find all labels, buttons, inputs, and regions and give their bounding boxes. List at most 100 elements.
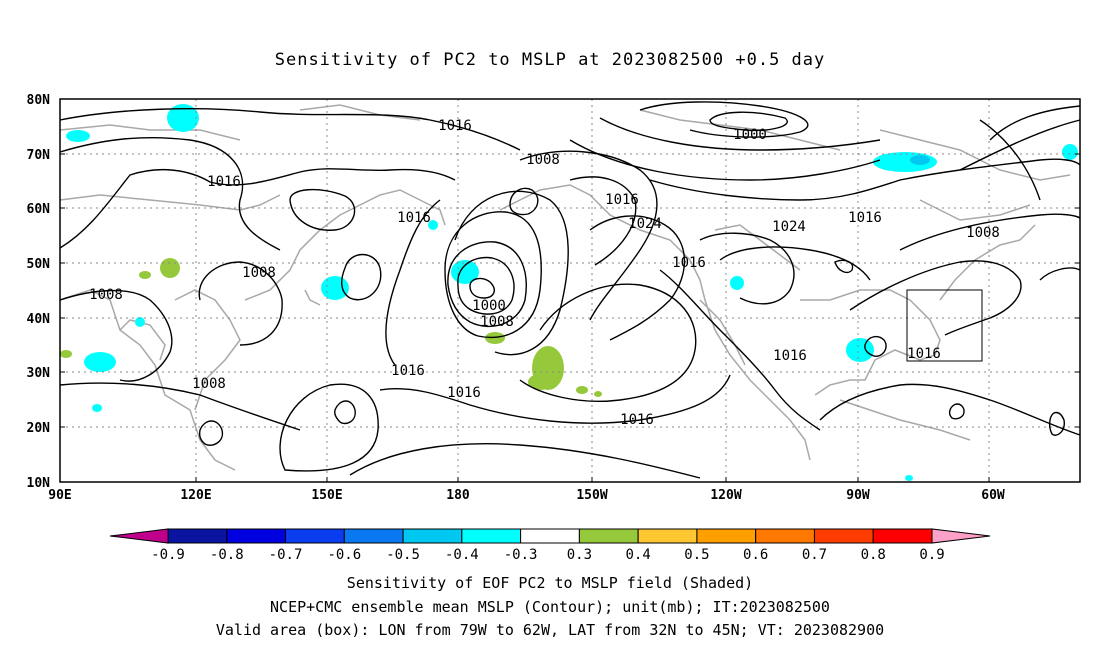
neg-patch — [428, 220, 438, 230]
lon-tick-label: 60W — [981, 488, 1005, 503]
footer-line-1: Sensitivity of EOF PC2 to MSLP field (Sh… — [346, 574, 754, 592]
pos-patch — [160, 258, 180, 278]
colorbar-label: -0.5 — [386, 547, 420, 563]
contour-label: 1016 — [672, 255, 706, 271]
contour-label: 1016 — [391, 363, 425, 379]
colorbar-label: 0.4 — [626, 547, 651, 563]
neg-patch — [92, 404, 102, 412]
lat-tick-label: 40N — [27, 312, 51, 327]
neg-patch — [84, 352, 116, 372]
colorbar-label: -0.7 — [269, 547, 303, 563]
lon-tick-label: 90E — [48, 488, 71, 503]
lat-tick-label: 50N — [27, 257, 51, 272]
pos-patch — [528, 374, 552, 390]
contour-label: 1016 — [447, 385, 481, 401]
lon-tick-label: 90W — [846, 488, 870, 503]
lon-tick-label: 120E — [180, 488, 211, 503]
contour-label: 1016 — [848, 210, 882, 226]
colorbar-label: 0.5 — [684, 547, 709, 563]
lon-axis: 90E 120E 150E 180 150W 120W 90W 60W — [48, 488, 1005, 503]
mslp-contours — [59, 101, 1081, 479]
contour-label-group: 1016 1000 1008 1016 1016 1024 1024 1016 … — [89, 118, 1000, 428]
neg-patch — [167, 104, 199, 132]
colorbar-swatch — [402, 528, 463, 544]
colorbar-swatch — [755, 528, 815, 544]
pos-patch — [576, 386, 588, 394]
lat-tick-label: 80N — [27, 93, 51, 108]
neg-patch — [730, 276, 744, 290]
colorbar-label: 0.8 — [861, 547, 886, 563]
colorbar-swatch — [696, 528, 757, 544]
colorbar-label: 0.9 — [919, 547, 944, 563]
contour-label: 1008 — [89, 287, 123, 303]
neg-patch — [451, 260, 479, 284]
pos-patch — [60, 350, 72, 358]
contour-label: 1008 — [526, 152, 560, 168]
coastlines — [59, 104, 1071, 471]
colorbar-swatch — [872, 528, 933, 544]
colorbar-swatch — [637, 528, 698, 544]
valid-area-box — [906, 289, 983, 362]
contour-label: 1024 — [628, 216, 662, 232]
lon-tick-label: 150W — [576, 488, 607, 503]
gridlines — [60, 99, 1080, 482]
contour-label: 1000 — [733, 127, 767, 143]
shaded-sensitivity — [60, 104, 1078, 481]
footer-line-2: NCEP+CMC ensemble mean MSLP (Contour); u… — [270, 598, 830, 616]
contour-label: 1016 — [438, 118, 472, 134]
colorbar-swatch — [167, 528, 228, 544]
lat-tick-label: 30N — [27, 366, 51, 381]
colorbar-swatch — [520, 528, 580, 544]
contour-label: 1016 — [605, 192, 639, 208]
footer-line-3: Valid area (box): LON from 79W to 62W, L… — [215, 621, 885, 639]
colorbar-label: -0.4 — [445, 547, 479, 563]
lat-tick-label: 20N — [27, 421, 51, 436]
colorbar-label: -0.9 — [151, 547, 185, 563]
neg-patch — [846, 338, 874, 362]
tick-marks — [60, 98, 1080, 483]
contour-label: 1016 — [207, 174, 241, 190]
lon-tick-label: 150E — [311, 488, 342, 503]
colorbar-swatch — [813, 528, 874, 544]
lon-tick-label: 120W — [710, 488, 741, 503]
colorbar-label: -0.8 — [210, 547, 244, 563]
neg-patch — [1062, 144, 1078, 160]
lat-tick-label: 70N — [27, 148, 51, 163]
neg-patch — [135, 317, 145, 327]
colorbar: -0.9 -0.8 -0.7 -0.6 -0.5 -0.4 -0.3 0.3 0.4 0.5 0.6… — [109, 528, 991, 563]
contour-label: 1000 — [472, 298, 506, 314]
contour-label: 1016 — [397, 210, 431, 226]
colorbar-swatch — [285, 528, 345, 544]
colorbar-label: 0.3 — [567, 547, 592, 563]
neg-patch — [66, 130, 90, 142]
map-title: Sensitivity of PC2 to MSLP at 2023082500… — [274, 50, 826, 70]
map-frame — [59, 98, 1081, 483]
colorbar-swatch — [343, 528, 404, 544]
contour-label: 1016 — [773, 348, 807, 364]
contour-label: 1016 — [907, 346, 941, 362]
contour-label: 1008 — [966, 225, 1000, 241]
lat-axis: 80N 70N 60N 50N 40N 30N 20N 10N — [27, 93, 51, 491]
colorbar-label: 0.6 — [743, 547, 768, 563]
neg-patch — [910, 155, 930, 165]
colorbar-swatch — [226, 528, 287, 544]
pos-patch — [594, 391, 602, 397]
contour-label: 1008 — [242, 265, 276, 281]
lat-tick-label: 60N — [27, 202, 51, 217]
colorbar-label: -0.6 — [327, 547, 361, 563]
colorbar-label: 0.7 — [802, 547, 827, 563]
contour-label: 1008 — [480, 314, 514, 330]
contour-label: 1024 — [772, 219, 806, 235]
lat-tick-label: 10N — [27, 476, 51, 491]
colorbar-min-arrow — [109, 528, 169, 544]
colorbar-max-arrow — [931, 528, 991, 544]
pos-patch — [139, 271, 151, 279]
contour-label: 1016 — [620, 412, 654, 428]
contour-label: 1008 — [192, 376, 226, 392]
neg-patch — [905, 475, 913, 481]
neg-patch — [321, 276, 349, 300]
colorbar-swatch — [461, 528, 522, 544]
colorbar-swatch — [578, 528, 639, 544]
colorbar-label: -0.3 — [504, 547, 538, 563]
